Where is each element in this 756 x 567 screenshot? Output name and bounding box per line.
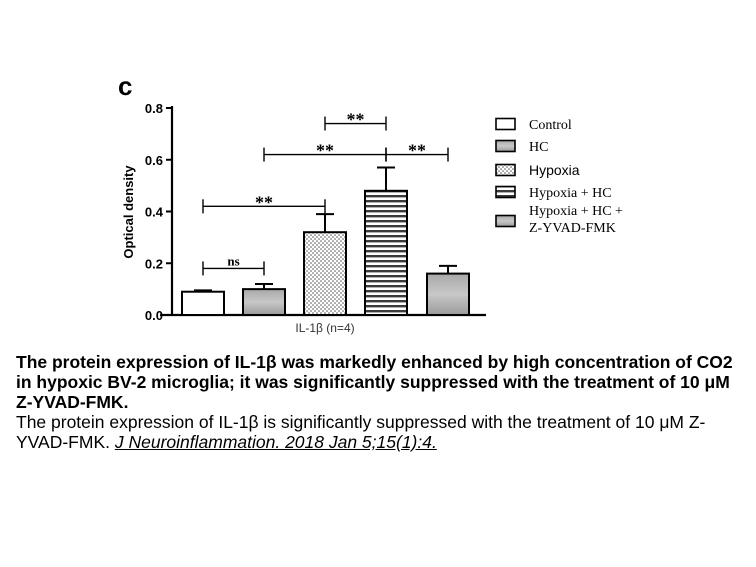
bar-chart: c 0.0 0.2 0.4 0.6 0.8 Optical density IL-1β (n=…	[118, 71, 623, 335]
significance-label: **	[316, 141, 334, 161]
legend-label: Hypoxia + HC +	[529, 204, 623, 219]
y-axis-label: Optical density	[121, 165, 136, 259]
legend-swatch	[495, 117, 516, 131]
significance-label: ns	[227, 253, 239, 268]
panel-label: c	[118, 71, 132, 101]
bar-hypoxia-hc-z-yvad-fmk	[426, 272, 470, 317]
figure-caption: The protein expression of IL-1β was mark…	[16, 352, 746, 452]
bar-hc	[242, 288, 286, 316]
figure-panel: c 0.0 0.2 0.4 0.6 0.8 Optical density IL-1β (n=…	[118, 71, 623, 335]
legend-swatch	[495, 214, 516, 228]
legend-swatch	[495, 185, 516, 199]
legend-label: Hypoxia + HC	[529, 186, 612, 201]
caption-description: The protein expression of IL-1β is signi…	[16, 412, 746, 452]
caption-text: The protein expression of IL-1β is signi…	[16, 412, 706, 452]
y-tick-label: 0.0	[145, 308, 163, 323]
bar-control	[181, 290, 225, 316]
y-tick-label: 0.8	[145, 101, 163, 116]
legend-label: HC	[529, 140, 548, 155]
legend-label: Hypoxia	[529, 162, 580, 178]
legend-swatch	[495, 139, 516, 153]
caption-citation-link[interactable]: J Neuroinflammation. 2018 Jan 5;15(1):4.	[114, 432, 437, 452]
bar-hypoxia	[303, 231, 347, 316]
legend-label: Z-YVAD-FMK	[529, 221, 616, 236]
bar-hypoxia-hc	[364, 189, 408, 316]
caption-title: The protein expression of IL-1β was mark…	[16, 352, 733, 412]
x-axis-label: IL-1β (n=4)	[295, 321, 354, 335]
significance-label: **	[255, 192, 273, 212]
significance-label: **	[347, 110, 365, 130]
y-tick-label: 0.2	[145, 256, 163, 271]
legend-swatch	[495, 163, 516, 177]
significance-label: **	[408, 141, 426, 161]
y-tick-label: 0.4	[145, 205, 164, 220]
y-tick-label: 0.6	[145, 153, 163, 168]
legend-label: Control	[529, 118, 572, 133]
